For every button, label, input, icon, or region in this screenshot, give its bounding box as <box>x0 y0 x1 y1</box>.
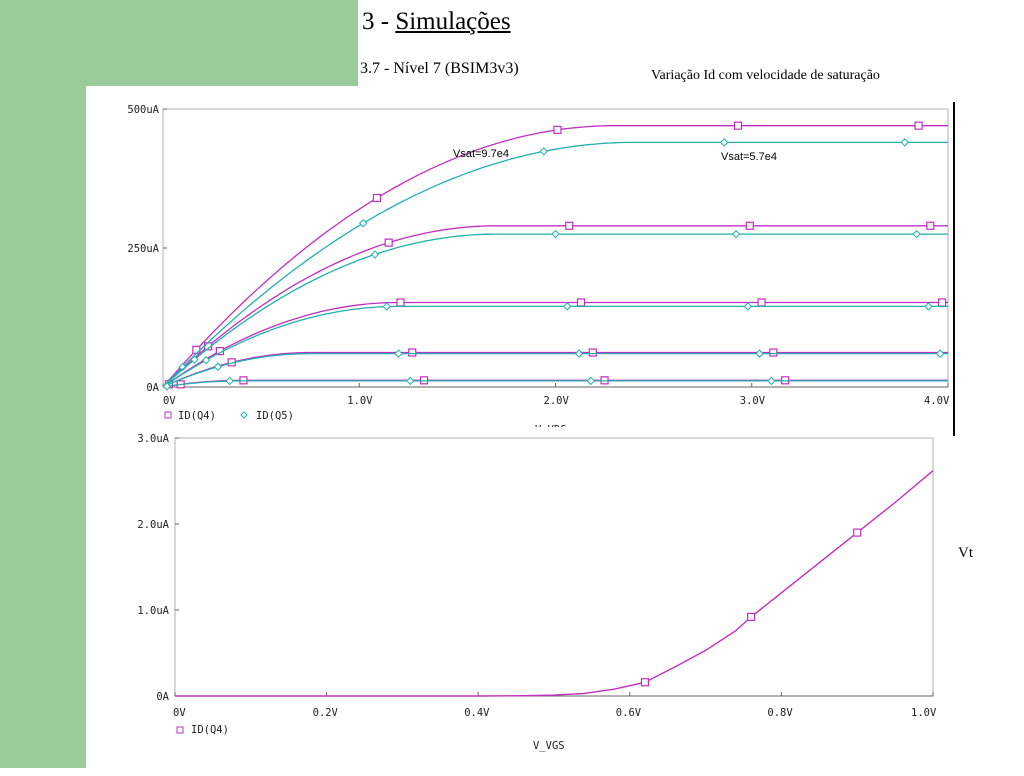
bottom-curve-q4 <box>175 470 934 697</box>
data-marker-q5 <box>394 349 403 358</box>
data-marker-q4 <box>396 298 405 307</box>
top-curve-q4-0 <box>162 125 948 388</box>
data-marker-q4 <box>576 298 586 307</box>
data-marker-q5 <box>551 229 560 239</box>
legend-bottom-q4-marker-icon <box>176 726 184 734</box>
top-plot-frame <box>162 108 949 388</box>
top-curve-q5-1 <box>162 233 948 388</box>
bottom-x-tick-label: 0V <box>173 707 186 719</box>
top-x-tick-label: 2.0V <box>544 395 570 407</box>
bottom-data-marker-q4 <box>746 612 756 621</box>
bottom-x-tick-label: 0.2V <box>313 707 339 719</box>
annotation-vsat-2: Vsat=5.7e4 <box>721 151 777 163</box>
data-marker-q4 <box>372 193 382 203</box>
data-marker-q4 <box>757 298 766 307</box>
data-marker-q5 <box>225 376 234 386</box>
data-marker-q5 <box>539 147 548 156</box>
data-marker-q4 <box>192 345 201 354</box>
data-marker-q5 <box>201 355 211 365</box>
bottom-x-tick-label: 0.6V <box>616 707 642 719</box>
slide-title: 3 - Simulações <box>362 8 511 36</box>
data-marker-q5 <box>731 229 741 239</box>
bottom-x-axis-label: V_VGS <box>533 740 565 752</box>
data-marker-q5 <box>720 138 729 147</box>
top-x-tick-label: 4.0V <box>924 395 950 407</box>
data-marker-q4 <box>745 221 754 230</box>
data-marker-q5 <box>162 382 172 391</box>
legend-q4-marker-icon <box>164 411 172 419</box>
top-legend: ID(Q4) ID(Q5) <box>164 410 294 422</box>
top-curve-q4-3 <box>162 351 948 388</box>
data-marker-q4 <box>588 348 597 357</box>
data-marker-q5 <box>935 349 945 358</box>
chart-caption: Variação Id com velocidade de saturação <box>651 68 880 83</box>
slide-subtitle: 3.7 - Nível 7 (BSIM3v3) <box>360 60 519 77</box>
legend-q4-label: ID(Q4) <box>178 410 216 422</box>
bottom-x-tick-label: 0.4V <box>464 707 490 719</box>
bottom-y-tick-label: 1.0uA <box>137 605 169 617</box>
data-marker-q5 <box>370 250 380 259</box>
top-y-tick-label: 250uA <box>127 243 159 255</box>
data-marker-q5 <box>755 349 764 358</box>
top-x-tick-label: 0V <box>163 395 176 407</box>
bottom-x-tick-label: 0.8V <box>767 707 793 719</box>
bottom-y-tick-label: 2.0uA <box>137 519 169 531</box>
bottom-data-marker-q4 <box>853 528 862 537</box>
data-marker-q5 <box>563 302 572 311</box>
bottom-legend: ID(Q4) <box>176 724 229 736</box>
bottom-chart-background <box>110 427 936 768</box>
top-curve-q4-1 <box>162 225 948 388</box>
green-top-band <box>86 0 358 86</box>
data-marker-q5 <box>912 229 921 239</box>
data-marker-q5 <box>382 302 391 311</box>
top-x-tick-label: 3.0V <box>740 395 766 407</box>
data-marker-q4 <box>769 348 778 357</box>
top-curve-q5-0 <box>162 141 948 388</box>
bottom-y-tick-label: 3.0uA <box>137 433 169 445</box>
data-marker-q5 <box>900 138 910 147</box>
data-marker-q5 <box>743 302 753 311</box>
legend-bottom-q4-label: ID(Q4) <box>191 724 229 736</box>
data-marker-q4 <box>914 121 923 130</box>
annotation-vsat-1: Vsat=9.7e4 <box>453 148 509 160</box>
data-marker-q5 <box>190 355 199 364</box>
data-marker-q4 <box>565 221 574 230</box>
data-marker-q5 <box>574 349 584 358</box>
data-marker-q4 <box>408 348 417 357</box>
top-y-tick-label: 0A <box>146 382 159 394</box>
legend-q5-label: ID(Q5) <box>256 410 294 422</box>
data-marker-q4 <box>938 298 947 307</box>
top-x-tick-label: 1.0V <box>347 395 373 407</box>
bottom-y-tick-label: 0A <box>156 691 169 703</box>
top-curve-q5-4 <box>162 380 948 388</box>
top-y-tick-label: 500uA <box>127 104 159 116</box>
data-marker-q5 <box>767 376 776 386</box>
top-curve-q4-2 <box>162 301 948 388</box>
data-marker-q5 <box>358 219 368 228</box>
data-marker-q4 <box>733 121 743 130</box>
slide-title-link[interactable]: Simulações <box>395 8 511 35</box>
bottom-x-tick-label: 1.0V <box>911 707 937 719</box>
top-curve-q5-3 <box>162 352 948 388</box>
legend-q5-marker-icon <box>240 411 248 419</box>
data-marker-q5 <box>213 362 223 371</box>
vt-label: Vt <box>958 545 973 561</box>
data-marker-q4 <box>553 125 562 134</box>
data-marker-q5 <box>406 376 415 386</box>
green-side-band <box>0 0 86 768</box>
top-curve-q5-2 <box>162 305 948 388</box>
data-marker-q5 <box>924 302 933 311</box>
slide-title-prefix: 3 - <box>362 8 396 35</box>
bottom-data-marker-q4 <box>640 678 650 687</box>
data-marker-q5 <box>586 376 596 386</box>
data-marker-q4 <box>926 221 935 230</box>
data-marker-q4 <box>384 238 393 247</box>
